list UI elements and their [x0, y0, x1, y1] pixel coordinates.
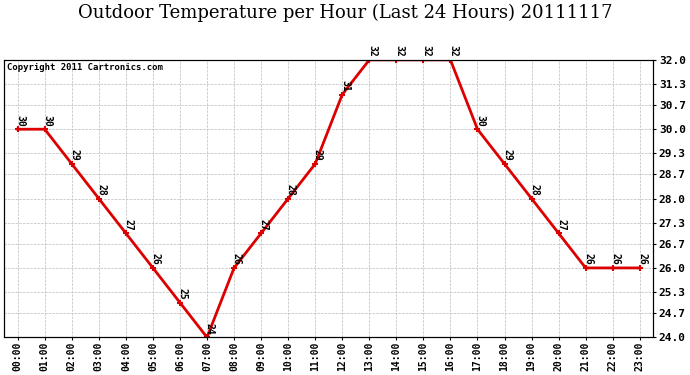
Text: 30: 30: [43, 115, 52, 126]
Text: 32: 32: [367, 45, 377, 57]
Text: 30: 30: [15, 115, 26, 126]
Text: 32: 32: [421, 45, 431, 57]
Text: 29: 29: [502, 149, 512, 161]
Text: 24: 24: [205, 323, 215, 334]
Text: Copyright 2011 Cartronics.com: Copyright 2011 Cartronics.com: [8, 63, 164, 72]
Text: 26: 26: [611, 254, 620, 265]
Text: 25: 25: [178, 288, 188, 300]
Text: 27: 27: [124, 219, 134, 231]
Text: 26: 26: [638, 254, 647, 265]
Text: 32: 32: [394, 45, 404, 57]
Text: 32: 32: [448, 45, 458, 57]
Text: 26: 26: [232, 254, 241, 265]
Text: 29: 29: [313, 149, 323, 161]
Text: 27: 27: [556, 219, 566, 231]
Text: 26: 26: [150, 254, 161, 265]
Text: 28: 28: [529, 184, 540, 196]
Text: 27: 27: [259, 219, 269, 231]
Text: 29: 29: [70, 149, 79, 161]
Text: 26: 26: [584, 254, 593, 265]
Text: 31: 31: [340, 80, 350, 92]
Text: 28: 28: [97, 184, 107, 196]
Text: 30: 30: [475, 115, 485, 126]
Text: Outdoor Temperature per Hour (Last 24 Hours) 20111117: Outdoor Temperature per Hour (Last 24 Ho…: [78, 4, 612, 22]
Text: 28: 28: [286, 184, 296, 196]
